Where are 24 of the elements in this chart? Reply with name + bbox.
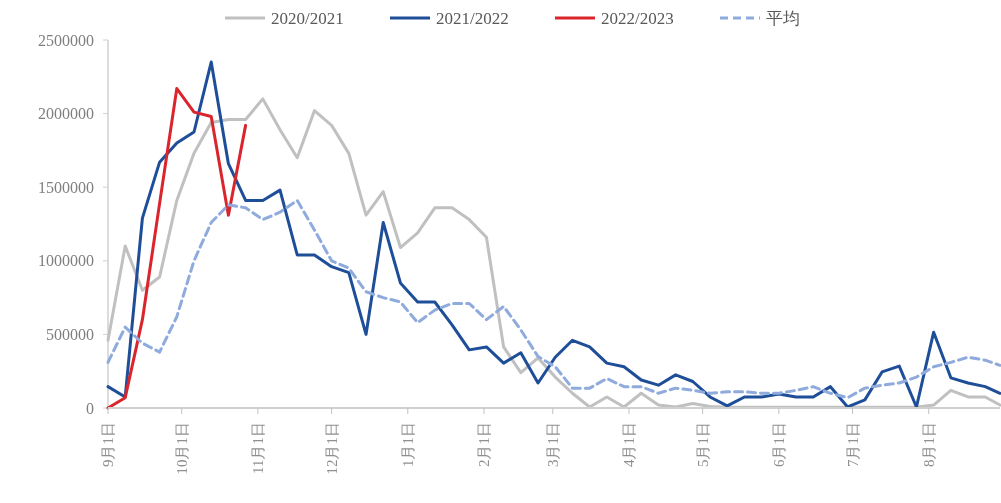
line-series: [106, 198, 1001, 400]
x-tick-label: 7月1日: [844, 422, 861, 467]
x-tick-label: 11月1日: [250, 422, 267, 474]
x-tick-label: 4月1日: [621, 422, 638, 467]
x-tick-label: 9月1日: [100, 422, 117, 467]
line-series: [106, 87, 248, 410]
y-tick-label: 2000000: [38, 105, 94, 123]
x-tick-label: 3月1日: [545, 422, 562, 467]
legend-label: 平均: [766, 8, 800, 28]
x-tick-label: 1月1日: [400, 422, 417, 467]
x-tick-label: 6月1日: [771, 422, 788, 467]
legend-label: 2021/2022: [436, 8, 509, 28]
y-tick-label: 0: [86, 399, 94, 417]
legend-label: 2022/2023: [601, 8, 674, 28]
y-tick-label: 1000000: [38, 252, 94, 270]
x-tick-label: 2月1日: [476, 422, 493, 467]
legend-label: 2020/2021: [271, 8, 344, 28]
x-tick-label: 10月1日: [173, 422, 190, 475]
y-tick-label: 500000: [46, 326, 94, 343]
y-tick-label: 1500000: [38, 178, 94, 196]
x-tick-label: 5月1日: [694, 422, 711, 467]
x-tick-label: 8月1日: [920, 422, 937, 467]
y-tick-label: 2500000: [38, 31, 94, 49]
x-tick-label: 12月1日: [323, 422, 340, 475]
